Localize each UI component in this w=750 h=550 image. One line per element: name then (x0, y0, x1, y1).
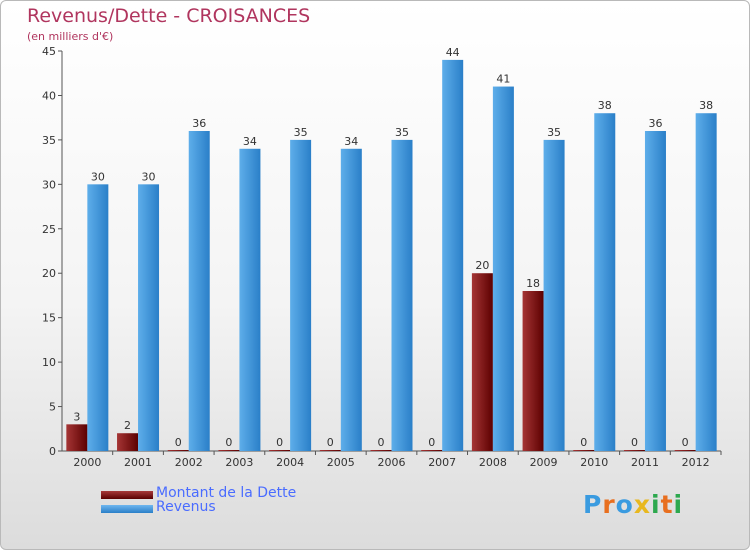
debt-value-label: 2 (124, 419, 131, 432)
revenue-bar (391, 139, 413, 451)
debt-value-label: 0 (378, 436, 385, 449)
legend-label-debt: Montant de la Dette (156, 485, 297, 501)
debt-value-label: 0 (631, 436, 638, 449)
debt-bar (522, 291, 544, 451)
revenue-bar (239, 148, 261, 451)
chart-title: Revenus/Dette - CROISANCES (27, 5, 311, 27)
revenue-bar (340, 148, 362, 451)
y-tick-label: 25 (42, 223, 56, 236)
revenue-value-label: 38 (598, 99, 612, 112)
debt-value-label: 0 (276, 436, 283, 449)
revenue-value-label: 34 (344, 135, 358, 148)
x-tick-label: 2006 (378, 456, 406, 469)
revenue-value-label: 44 (446, 46, 460, 59)
x-tick-label: 2000 (73, 456, 101, 469)
revenue-value-label: 36 (648, 117, 662, 130)
debt-bar (674, 450, 696, 451)
revenue-bar (594, 113, 616, 451)
revenue-value-label: 35 (395, 126, 409, 139)
x-tick-label: 2008 (479, 456, 507, 469)
x-tick-label: 2002 (175, 456, 203, 469)
debt-bar (370, 450, 392, 451)
revenue-value-label: 35 (294, 126, 308, 139)
y-tick-label: 15 (42, 312, 56, 325)
y-tick-label: 10 (42, 356, 56, 369)
revenue-value-label: 30 (142, 170, 156, 183)
debt-value-label: 0 (428, 436, 435, 449)
debt-bar (66, 424, 88, 451)
x-tick-label: 2010 (580, 456, 608, 469)
legend-item-revenue: Revenus (101, 499, 361, 517)
revenue-bar (290, 139, 312, 451)
revenue-value-label: 35 (547, 126, 561, 139)
debt-bar (167, 450, 189, 451)
debt-bar (319, 450, 341, 451)
chart-bars (66, 59, 717, 452)
debt-value-label: 0 (175, 436, 182, 449)
y-tick-label: 40 (42, 89, 56, 102)
debt-bar (421, 450, 443, 451)
revenue-bar (138, 184, 160, 452)
revenue-value-label: 41 (496, 73, 510, 86)
revenue-value-label: 34 (243, 135, 257, 148)
legend-label-revenue: Revenus (156, 499, 216, 515)
x-tick-label: 2011 (631, 456, 659, 469)
chart-subtitle: (en milliers d'€) (27, 30, 114, 43)
revenue-bar (442, 59, 464, 452)
debt-value-label: 20 (475, 259, 489, 272)
revenue-value-label: 36 (192, 117, 206, 130)
y-tick-label: 0 (49, 445, 56, 458)
proxiti-logo: Proxiti (583, 490, 684, 519)
debt-bar (117, 433, 139, 451)
x-tick-label: 2004 (276, 456, 304, 469)
x-tick-label: 2007 (428, 456, 456, 469)
revenue-bar (543, 139, 565, 451)
revenue-value-label: 30 (91, 170, 105, 183)
revenue-bar (644, 131, 666, 451)
revenue-value-label: 38 (699, 99, 713, 112)
x-tick-label: 2001 (124, 456, 152, 469)
legend-swatch-debt (101, 491, 153, 499)
debt-bar (573, 450, 595, 451)
debt-value-label: 0 (225, 436, 232, 449)
legend-item-debt: Montant de la Dette (101, 485, 361, 503)
chart-labels: 3 30 2 30 0 36 0 34 0 35 0 34 0 35 0 44 20 41 18 35 0 38 0 36 0 3… (73, 46, 713, 449)
y-tick-label: 20 (42, 267, 56, 280)
y-tick-label: 35 (42, 134, 56, 147)
y-tick-label: 45 (42, 45, 56, 58)
debt-value-label: 18 (526, 277, 540, 290)
debt-value-label: 0 (682, 436, 689, 449)
debt-bar (623, 450, 645, 451)
revenue-bar (188, 131, 210, 451)
y-tick-label: 5 (49, 401, 56, 414)
x-tick-label: 2005 (327, 456, 355, 469)
debt-bar (269, 450, 291, 451)
debt-bar (218, 450, 240, 451)
legend-swatch-revenue (101, 505, 153, 513)
debt-value-label: 0 (327, 436, 334, 449)
x-tick-label: 2003 (225, 456, 253, 469)
revenue-bar (87, 184, 109, 452)
revenue-bar (695, 113, 717, 451)
y-tick-label: 30 (42, 178, 56, 191)
debt-value-label: 0 (580, 436, 587, 449)
debt-bar (471, 273, 493, 451)
debt-value-label: 3 (73, 410, 80, 423)
x-tick-label: 2012 (682, 456, 710, 469)
revenue-bar (492, 86, 514, 452)
x-tick-label: 2009 (530, 456, 558, 469)
